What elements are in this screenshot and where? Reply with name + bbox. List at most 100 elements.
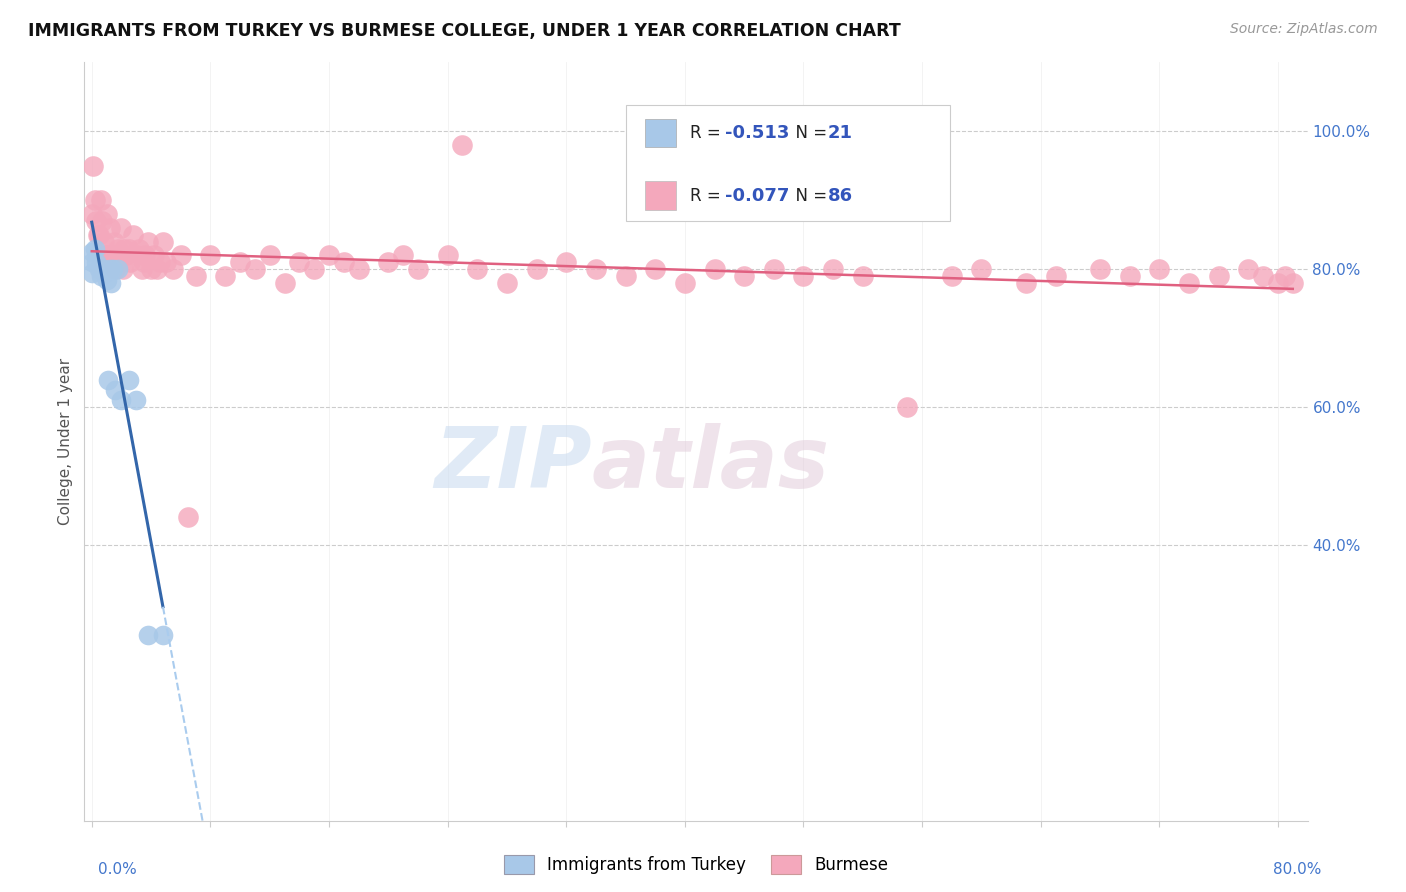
Point bbox=[149, 255, 172, 269]
Text: R =: R = bbox=[690, 186, 725, 204]
Point bbox=[200, 248, 222, 262]
Text: Source: ZipAtlas.com: Source: ZipAtlas.com bbox=[1230, 22, 1378, 37]
Point bbox=[451, 138, 474, 153]
Point bbox=[1118, 269, 1140, 284]
Y-axis label: College, Under 1 year: College, Under 1 year bbox=[58, 358, 73, 525]
Point bbox=[673, 276, 696, 290]
Point bbox=[229, 255, 252, 269]
Point bbox=[111, 262, 134, 277]
Point bbox=[90, 194, 112, 208]
Point bbox=[80, 266, 103, 280]
Point bbox=[93, 262, 115, 277]
Point bbox=[465, 262, 488, 277]
Point bbox=[733, 269, 755, 284]
Point bbox=[392, 248, 415, 262]
Point bbox=[1274, 269, 1296, 284]
Point bbox=[136, 627, 159, 641]
Point bbox=[83, 194, 105, 208]
Point bbox=[125, 393, 148, 408]
Point bbox=[143, 248, 166, 262]
Point bbox=[96, 272, 118, 286]
Text: IMMIGRANTS FROM TURKEY VS BURMESE COLLEGE, UNDER 1 YEAR CORRELATION CHART: IMMIGRANTS FROM TURKEY VS BURMESE COLLEG… bbox=[28, 22, 901, 40]
Point bbox=[100, 248, 122, 262]
Point bbox=[100, 276, 122, 290]
Point bbox=[80, 207, 103, 221]
Point bbox=[107, 242, 129, 256]
Text: N =: N = bbox=[785, 186, 832, 204]
Point bbox=[318, 248, 340, 262]
Text: N =: N = bbox=[785, 124, 832, 142]
Point bbox=[1251, 269, 1274, 284]
Point bbox=[896, 400, 918, 414]
Point bbox=[555, 255, 578, 269]
Text: 86: 86 bbox=[827, 186, 852, 204]
Point bbox=[585, 262, 607, 277]
Point bbox=[214, 269, 236, 284]
Point bbox=[80, 255, 103, 269]
Point bbox=[243, 262, 266, 277]
Point bbox=[131, 262, 153, 277]
Text: atlas: atlas bbox=[592, 423, 830, 506]
Point bbox=[110, 220, 132, 235]
Point bbox=[136, 235, 159, 249]
Point bbox=[122, 227, 145, 242]
Text: 21: 21 bbox=[827, 124, 852, 142]
Point bbox=[94, 266, 117, 280]
Point bbox=[128, 242, 150, 256]
Point bbox=[118, 242, 141, 256]
Point bbox=[110, 393, 132, 408]
Point bbox=[93, 235, 115, 249]
Point bbox=[1178, 276, 1201, 290]
Point bbox=[86, 227, 108, 242]
Point bbox=[104, 262, 127, 277]
Point bbox=[101, 255, 124, 269]
Point bbox=[614, 269, 637, 284]
Point bbox=[96, 207, 118, 221]
Text: R =: R = bbox=[690, 124, 725, 142]
Legend: Immigrants from Turkey, Burmese: Immigrants from Turkey, Burmese bbox=[498, 848, 894, 880]
Point bbox=[436, 248, 458, 262]
Point bbox=[155, 255, 177, 269]
Point bbox=[288, 255, 311, 269]
Point bbox=[80, 244, 103, 259]
Point bbox=[120, 255, 142, 269]
Point bbox=[941, 269, 963, 284]
Point bbox=[1045, 269, 1067, 284]
Point bbox=[823, 262, 845, 277]
Point bbox=[1015, 276, 1038, 290]
Point bbox=[970, 262, 993, 277]
Point bbox=[496, 276, 519, 290]
Point bbox=[1149, 262, 1171, 277]
Point bbox=[792, 269, 814, 284]
Point bbox=[103, 235, 125, 249]
Point bbox=[91, 214, 114, 228]
Point bbox=[101, 262, 124, 277]
Point bbox=[96, 248, 118, 262]
Text: -0.077: -0.077 bbox=[725, 186, 789, 204]
Text: 80.0%: 80.0% bbox=[1274, 863, 1322, 877]
Point bbox=[89, 227, 111, 242]
Point bbox=[107, 262, 129, 277]
Text: ZIP: ZIP bbox=[434, 423, 592, 506]
Point bbox=[302, 262, 325, 277]
Point bbox=[152, 235, 174, 249]
Point bbox=[89, 262, 111, 277]
Point bbox=[184, 269, 207, 284]
Point bbox=[526, 262, 548, 277]
Point bbox=[104, 383, 127, 397]
Point bbox=[1088, 262, 1111, 277]
Point bbox=[170, 248, 193, 262]
Point bbox=[125, 248, 148, 262]
Point bbox=[1281, 276, 1303, 290]
Point bbox=[112, 242, 135, 256]
Point bbox=[84, 214, 107, 228]
Point bbox=[177, 510, 200, 524]
Text: 0.0%: 0.0% bbox=[98, 863, 138, 877]
Point bbox=[84, 255, 107, 269]
Point bbox=[134, 248, 156, 262]
Point bbox=[139, 262, 162, 277]
Point bbox=[273, 276, 295, 290]
Point bbox=[97, 372, 120, 386]
Point bbox=[762, 262, 785, 277]
Point bbox=[703, 262, 725, 277]
